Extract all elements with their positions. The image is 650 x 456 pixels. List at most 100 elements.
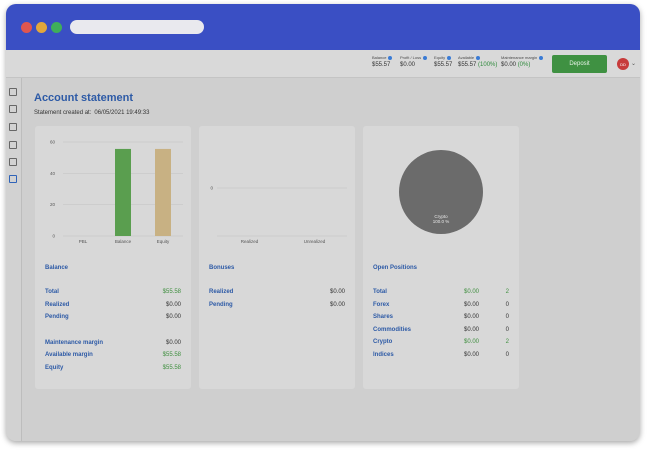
chevron-down-icon[interactable]: ⌄ [631,61,637,67]
row-value: $0.00 [463,301,479,308]
row-label: Realized [209,289,234,295]
avatar[interactable]: DD [617,58,629,70]
row-count: 0 [505,314,509,320]
address-bar[interactable] [70,20,204,34]
table-row: Commodities $0.00 0 [373,327,509,340]
card-title: Open Positions [373,265,418,271]
statement-icon[interactable] [9,175,17,183]
y-tick-label: 20 [50,202,56,207]
created-value: 06/05/2021 19:49:33 [94,110,150,116]
stat-maintenance-margin: Maintenance margin $0.00 (0%) [501,55,544,68]
x-tick-label: Balance [115,239,132,244]
table-row: Pending $0.00 [209,302,345,315]
row-label: Pending [45,314,69,320]
info-icon[interactable] [539,55,544,60]
balance-card: 0 20 40 60 PBL Balance Equity Balance Total $55… [35,126,191,389]
stat-balance: Balance $55.57 [372,55,393,68]
row-value: $0.00 [165,314,181,320]
row-count: 2 [505,289,509,295]
card-title: Balance [45,265,69,271]
stat-value: $0.00 [501,62,517,68]
stat-label: Maintenance margin [501,55,538,60]
row-label: Realized [45,301,70,308]
stat-available: Available $55.57 (100%) [458,55,497,68]
x-tick-label: Realized [241,239,259,244]
row-value: $0.00 [463,351,479,358]
info-icon[interactable] [388,55,393,60]
minimize-window-button[interactable] [36,22,47,33]
x-tick-label: PBL [79,239,88,244]
clipboard-icon[interactable] [9,123,17,131]
balance-bar-chart: 0 20 40 60 PBL Balance Equity [50,140,183,244]
transfer-icon[interactable] [9,141,17,149]
close-window-button[interactable] [21,22,32,33]
info-icon[interactable] [447,55,452,60]
stat-label: Balance [372,55,387,60]
row-count: 0 [505,326,509,333]
table-row: Crypto $0.00 2 [373,339,509,352]
table-row: Available margin $55.58 [45,352,181,365]
balance-rows: Total $55.58 Realized $0.00 Pending $0.00 Main… [45,289,181,377]
row-label: Total [45,289,59,295]
table-row: Indices $0.00 0 [373,352,509,365]
table-row: Realized $0.00 [45,302,181,315]
table-row: Total $0.00 2 [373,289,509,302]
stat-percent: (100%) [478,62,498,68]
stat-label: Equity [434,55,446,60]
stat-percent: (0%) [517,62,531,68]
chart-icon[interactable] [9,88,17,96]
stat-label: Available [458,55,475,60]
y-tick-label: 60 [50,140,56,145]
page-title: Account statement [34,92,134,104]
account-toolbar: Balance $55.57 Profit / Loss $0.00 Equit… [6,50,640,78]
row-count: 0 [505,351,509,358]
upload-icon[interactable] [9,105,17,113]
statement-created: Statement created at: 06/05/2021 19:49:3… [34,110,149,116]
row-value: $0.00 [463,314,479,320]
row-value: $0.00 [165,301,181,308]
maximize-window-button[interactable] [51,22,62,33]
row-label: Equity [45,364,64,371]
row-value: $0.00 [329,289,345,295]
info-icon[interactable] [423,55,428,60]
x-tick-label: Unrealized [304,239,326,244]
row-label: Available margin [45,352,93,358]
pie-slice-crypto[interactable] [399,150,483,234]
stat-equity: Equity $55.57 [434,55,452,68]
info-icon[interactable] [476,55,481,60]
x-tick-label: Equity [157,239,170,244]
row-label: Crypto [373,339,393,345]
table-row: Forex $0.00 0 [373,302,509,315]
open-positions-card: Crypto 100.0 % Open Positions Total $0.00 2… [363,126,519,389]
row-value: $0.00 [329,301,345,308]
row-label: Maintenance margin [45,339,104,346]
row-value: $0.00 [165,339,181,346]
row-label: Pending [209,301,233,308]
row-value: $0.00 [463,326,479,333]
table-row: Maintenance margin $0.00 [45,340,181,353]
spacer [45,327,181,340]
stat-profit-loss: Profit / Loss $0.00 [400,55,428,68]
bar-balance[interactable] [115,148,131,236]
row-label: Indices [373,351,394,358]
stat-label: Profit / Loss [400,55,422,60]
y-tick-label: 0 [52,234,55,239]
bar-equity[interactable] [155,148,171,236]
sidebar [6,78,22,441]
stat-value: $55.57 [434,62,453,68]
table-row: Total $55.58 [45,289,181,302]
bonuses-rows: Realized $0.00 Pending $0.00 [209,289,345,314]
wallet-icon[interactable] [9,158,17,166]
deposit-button[interactable]: Deposit [552,55,607,73]
y-tick-label: 0 [210,186,213,191]
row-count: 2 [505,339,509,345]
row-label: Total [373,289,387,295]
card-title: Bonuses [209,265,235,271]
pie-slice-value: 100.0 % [433,219,450,224]
bonuses-card: 0 Realized Unrealized Bonuses Realized $0.0… [199,126,355,389]
positions-rows: Total $0.00 2 Forex $0.00 0 Shares $0.00 0 Commod… [373,289,509,364]
row-value: $55.58 [162,364,181,371]
table-row: Shares $0.00 0 [373,314,509,327]
row-label: Commodities [373,326,412,333]
